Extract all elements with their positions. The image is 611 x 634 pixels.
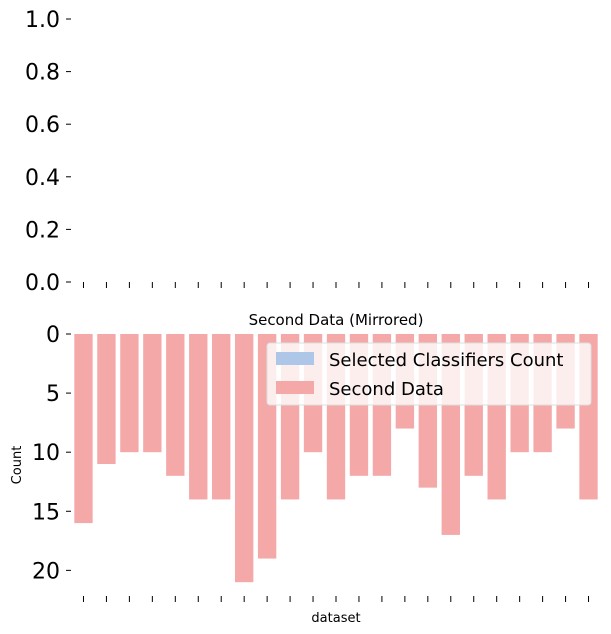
bottom-y-tick-label: 5 (46, 382, 60, 407)
top-y-tick-label: 0.2 (25, 218, 60, 243)
bottom-y-tick-label: 10 (32, 441, 60, 466)
y-axis-label: Count (10, 446, 25, 485)
top-y-tick-label: 1.0 (25, 8, 60, 33)
top-chart: 0.0 0.2 0.4 0.6 0.8 1.0 (25, 8, 590, 296)
bar (166, 334, 185, 476)
legend-label: Second Data (329, 379, 444, 400)
top-y-tick-label: 0.4 (25, 166, 60, 191)
legend-swatch (276, 352, 314, 365)
legend-label: Selected Classifiers Count (329, 350, 563, 371)
legend: Selected Classifiers Count Second Data (266, 342, 592, 406)
bar (143, 334, 162, 453)
top-y-tick-label: 0.8 (25, 61, 60, 86)
bar (120, 334, 139, 453)
legend-box (266, 342, 592, 406)
bar (212, 334, 231, 500)
bar (234, 334, 254, 583)
bottom-y-tick-label: 20 (32, 559, 60, 584)
bar (97, 334, 116, 464)
chart-title: Second Data (Mirrored) (249, 311, 424, 329)
top-y-tick-label: 0.6 (25, 113, 60, 138)
bottom-y-tick-label: 0 (46, 323, 60, 348)
legend-swatch (276, 381, 314, 394)
bottom-y-tick-label: 15 (32, 500, 60, 525)
bottom-chart: Second Data (Mirrored) dataset Count 0 5 1… (10, 311, 598, 626)
bar (74, 334, 93, 524)
top-y-tick-label: 0.0 (25, 271, 60, 296)
bar (189, 334, 208, 500)
x-axis-label: dataset (311, 611, 360, 626)
